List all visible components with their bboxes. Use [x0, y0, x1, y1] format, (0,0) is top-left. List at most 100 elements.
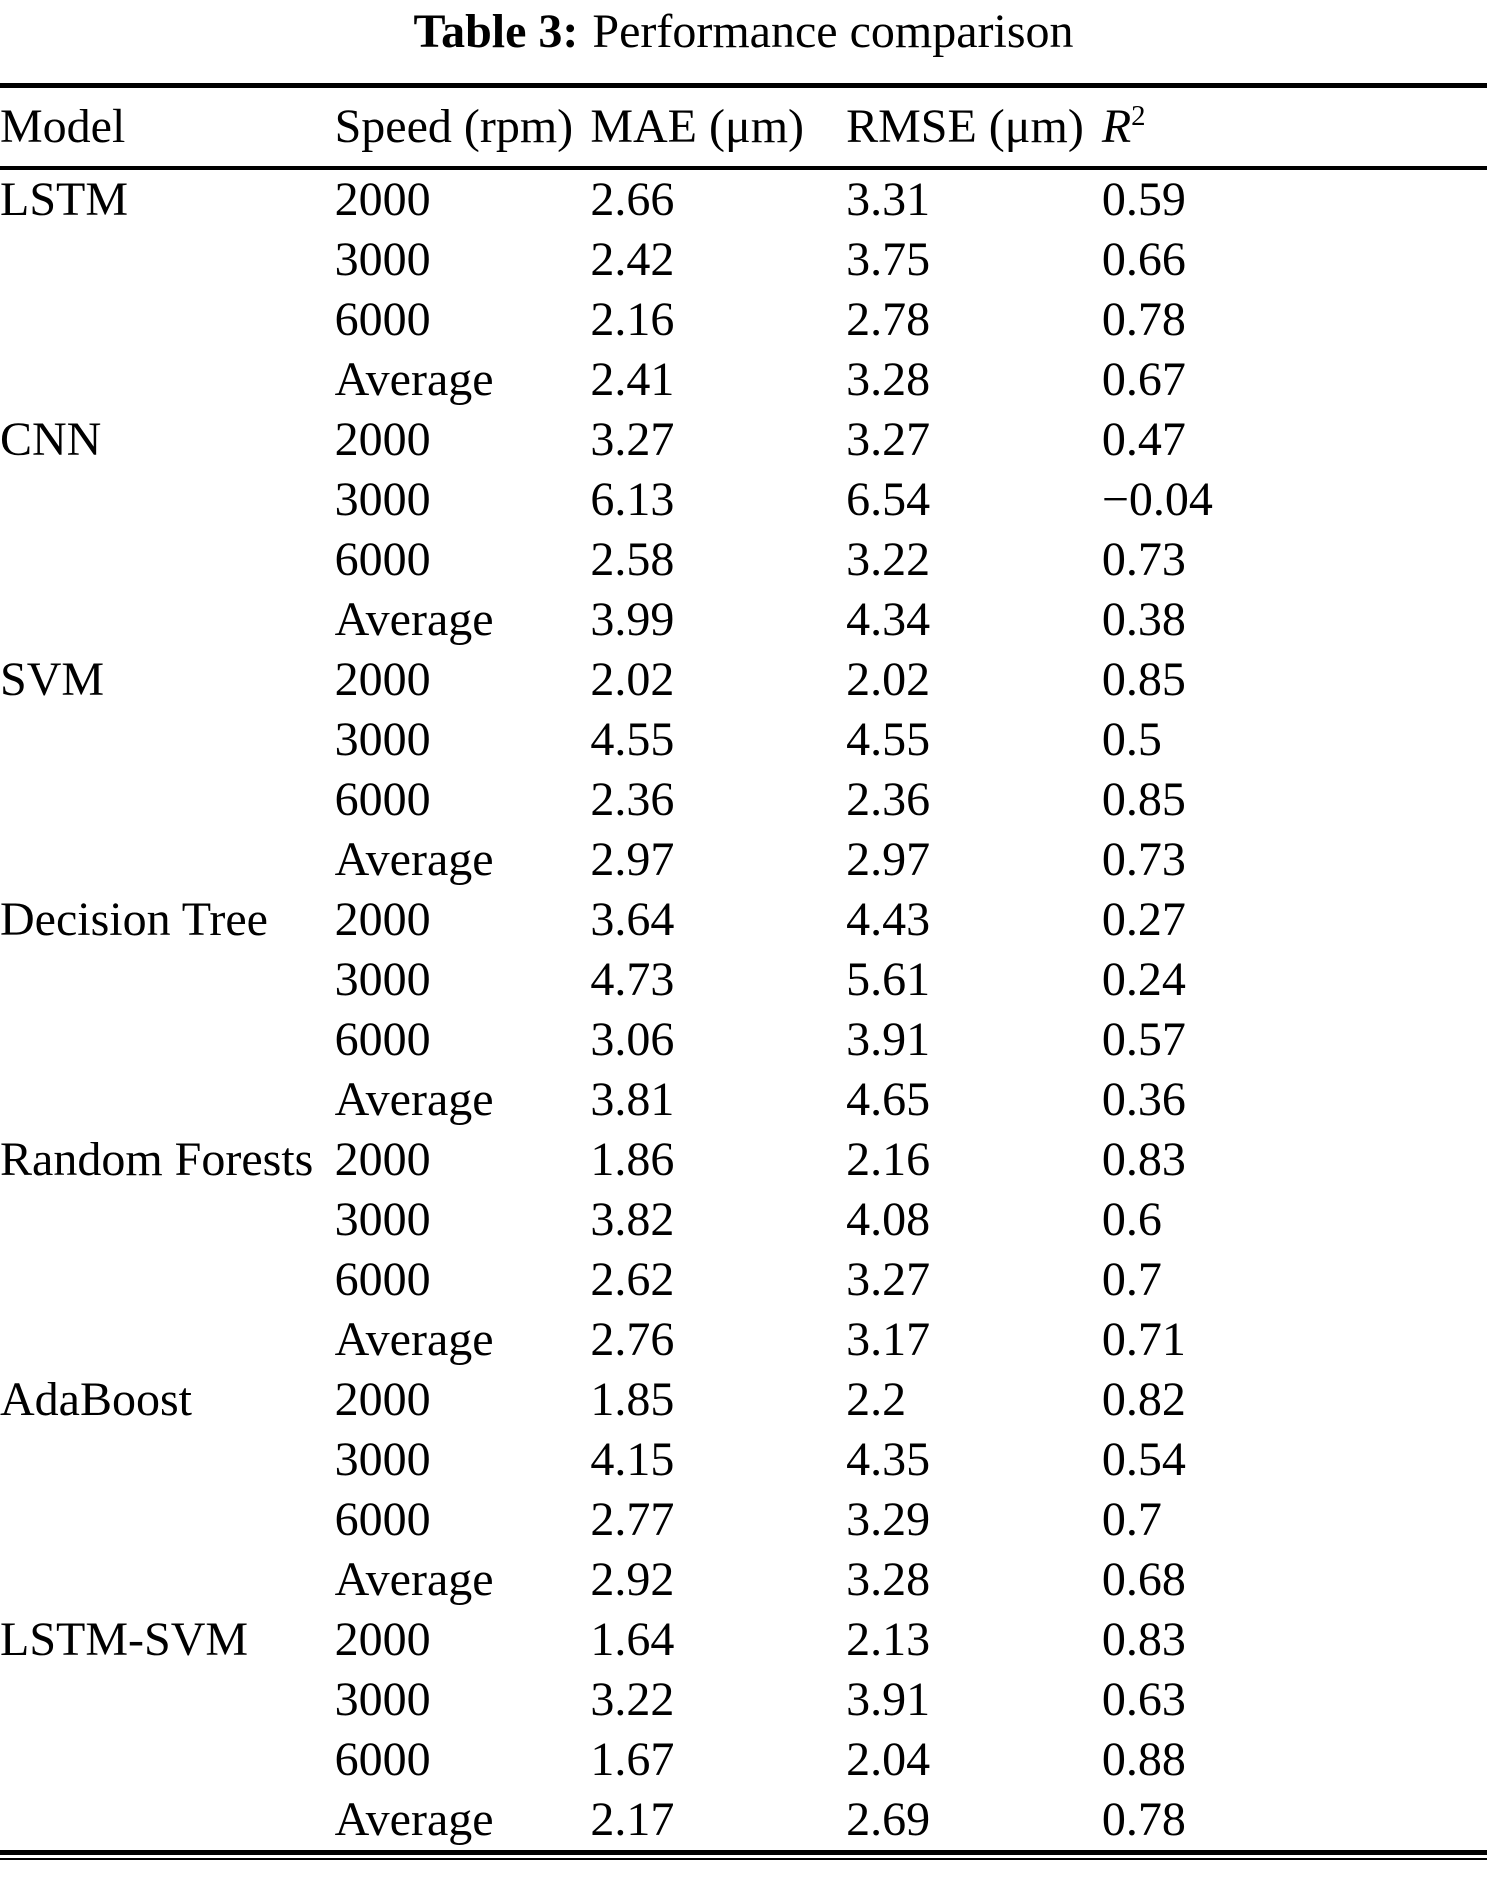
table-row: 6000 2.62 3.27 0.7 — [0, 1250, 1487, 1310]
table-row: Average 3.81 4.65 0.36 — [0, 1070, 1487, 1130]
header-row: Model Speed (rpm) MAE (μm) RMSE (μm) R2 — [0, 85, 1487, 170]
r2-cell: 0.38 — [1101, 593, 1186, 647]
rmse-cell: 4.08 — [846, 1193, 931, 1247]
r2-cell: 0.88 — [1101, 1733, 1186, 1787]
rmse-cell: 4.35 — [846, 1433, 931, 1487]
model-cell — [0, 1730, 335, 1790]
model-cell — [0, 1550, 335, 1610]
r2-cell: 0.24 — [1101, 953, 1186, 1007]
mae-cell: 2.41 — [590, 353, 675, 407]
model-cell: CNN — [0, 413, 102, 467]
model-cell — [0, 290, 335, 350]
r2-exponent: 2 — [1131, 100, 1146, 133]
model-cell: AdaBoost — [0, 1373, 192, 1427]
table-row: Average 2.41 3.28 0.67 — [0, 350, 1487, 410]
mae-cell: 2.36 — [590, 773, 675, 827]
model-cell — [0, 470, 335, 530]
mae-cell: 3.22 — [590, 1673, 675, 1727]
mae-cell: 2.77 — [590, 1493, 675, 1547]
mae-cell: 6.13 — [590, 473, 675, 527]
mae-cell: 2.02 — [590, 653, 675, 707]
rmse-cell: 3.91 — [846, 1673, 931, 1727]
rmse-cell: 3.29 — [846, 1493, 931, 1547]
rmse-cell: 4.55 — [846, 713, 931, 767]
speed-cell: 2000 — [334, 1133, 431, 1187]
model-cell — [0, 950, 335, 1010]
r2-cell: 0.67 — [1101, 353, 1186, 407]
r2-cell: 0.85 — [1101, 653, 1186, 707]
mae-cell: 2.58 — [590, 533, 675, 587]
speed-cell: 2000 — [334, 1373, 431, 1427]
table-row: 6000 2.16 2.78 0.78 — [0, 290, 1487, 350]
speed-cell: 3000 — [334, 713, 431, 767]
model-cell — [0, 590, 335, 650]
mae-cell: 1.85 — [590, 1373, 675, 1427]
speed-cell: 3000 — [334, 233, 431, 287]
rmse-cell: 2.16 — [846, 1133, 931, 1187]
rmse-cell: 2.97 — [846, 833, 931, 887]
speed-cell: 2000 — [334, 173, 431, 227]
speed-cell: Average — [334, 353, 494, 407]
col-header-speed: Speed (rpm) — [334, 85, 591, 170]
r2-cell: 0.71 — [1101, 1313, 1186, 1367]
r2-cell: 0.7 — [1101, 1253, 1162, 1307]
rmse-cell: 3.75 — [846, 233, 931, 287]
mae-cell: 4.73 — [590, 953, 675, 1007]
r2-cell: 0.78 — [1101, 1793, 1186, 1847]
table-row: Average 2.17 2.69 0.78 — [0, 1790, 1487, 1853]
table-row: 3000 6.13 6.54 −0.04 — [0, 470, 1487, 530]
r2-cell: 0.6 — [1101, 1193, 1162, 1247]
col-header-r2: R2 — [1101, 85, 1487, 170]
mae-cell: 1.86 — [590, 1133, 675, 1187]
rmse-cell: 2.78 — [846, 293, 931, 347]
speed-cell: 3000 — [334, 473, 431, 527]
r2-cell: 0.7 — [1101, 1493, 1162, 1547]
r2-cell: 0.73 — [1101, 833, 1186, 887]
table-row: CNN 2000 3.27 3.27 0.47 — [0, 410, 1487, 470]
mae-cell: 2.42 — [590, 233, 675, 287]
model-cell — [0, 770, 335, 830]
model-cell — [0, 1310, 335, 1370]
rmse-cell: 6.54 — [846, 473, 931, 527]
model-cell: SVM — [0, 653, 105, 707]
table-row: Decision Tree 2000 3.64 4.43 0.27 — [0, 890, 1487, 950]
rmse-cell: 3.27 — [846, 413, 931, 467]
table-row: Average 2.76 3.17 0.71 — [0, 1310, 1487, 1370]
r2-cell: 0.85 — [1101, 773, 1186, 827]
mae-cell: 2.17 — [590, 1793, 675, 1847]
rmse-cell: 4.43 — [846, 893, 931, 947]
r2-cell: 0.73 — [1101, 533, 1186, 587]
table-row: 6000 3.06 3.91 0.57 — [0, 1010, 1487, 1070]
rmse-cell: 3.28 — [846, 1553, 931, 1607]
speed-cell: 6000 — [334, 293, 431, 347]
rmse-cell: 3.17 — [846, 1313, 931, 1367]
model-cell — [0, 710, 335, 770]
r2-cell: 0.83 — [1101, 1613, 1186, 1667]
mae-cell: 2.92 — [590, 1553, 675, 1607]
r2-cell: 0.27 — [1101, 893, 1186, 947]
table-row: 3000 4.55 4.55 0.5 — [0, 710, 1487, 770]
r2-symbol: R — [1101, 100, 1132, 154]
mae-cell: 2.97 — [590, 833, 675, 887]
speed-cell: 3000 — [334, 1193, 431, 1247]
speed-cell: 2000 — [334, 653, 431, 707]
table-caption: Table 3: Performance comparison — [0, 5, 1487, 59]
model-cell — [0, 1790, 335, 1853]
speed-cell: 3000 — [334, 1673, 431, 1727]
speed-cell: 3000 — [334, 1433, 431, 1487]
r2-cell: 0.59 — [1101, 173, 1186, 227]
mae-cell: 2.76 — [590, 1313, 675, 1367]
model-cell — [0, 1430, 335, 1490]
mae-cell: 3.64 — [590, 893, 675, 947]
rmse-cell: 2.2 — [846, 1373, 907, 1427]
speed-cell: 3000 — [334, 953, 431, 1007]
rmse-cell: 3.27 — [846, 1253, 931, 1307]
table-row: 3000 4.15 4.35 0.54 — [0, 1430, 1487, 1490]
col-header-rmse: RMSE (μm) — [846, 85, 1102, 170]
model-cell — [0, 230, 335, 290]
table-row: SVM 2000 2.02 2.02 0.85 — [0, 650, 1487, 710]
speed-cell: Average — [334, 833, 494, 887]
rmse-cell: 2.13 — [846, 1613, 931, 1667]
model-cell — [0, 1670, 335, 1730]
